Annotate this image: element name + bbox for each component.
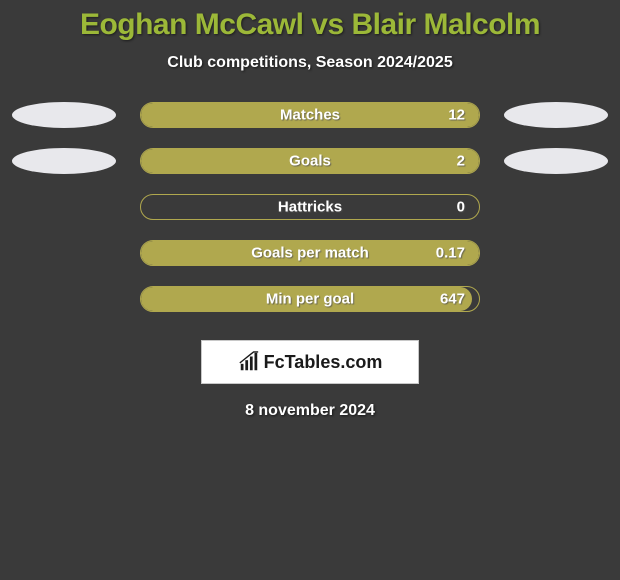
subtitle: Club competitions, Season 2024/2025 — [0, 54, 620, 72]
stat-bar: Min per goal647 — [140, 286, 480, 312]
stat-row: Matches12 — [0, 102, 620, 128]
logo-box[interactable]: FcTables.com — [201, 340, 419, 384]
infographic-container: Eoghan McCawl vs Blair Malcolm Club comp… — [0, 0, 620, 420]
chart-icon — [238, 351, 260, 373]
stat-bar: Goals2 — [140, 148, 480, 174]
right-ellipse — [504, 148, 608, 174]
stat-label: Goals — [141, 153, 479, 170]
stats-rows: Matches12 Goals2 Hattricks0 Goals per match… — [0, 102, 620, 312]
left-ellipse — [12, 148, 116, 174]
stat-label: Hattricks — [141, 199, 479, 216]
page-title: Eoghan McCawl vs Blair Malcolm — [0, 8, 620, 42]
right-ellipse — [504, 102, 608, 128]
date-text: 8 november 2024 — [0, 402, 620, 420]
stat-row: Hattricks0 — [0, 194, 620, 220]
stat-value: 2 — [457, 153, 465, 170]
logo-text: FcTables.com — [264, 352, 383, 373]
stat-value: 0 — [457, 199, 465, 216]
stat-row: Goals2 — [0, 148, 620, 174]
stat-bar: Hattricks0 — [140, 194, 480, 220]
left-ellipse — [12, 102, 116, 128]
stat-label: Matches — [141, 107, 479, 124]
stat-label: Goals per match — [141, 245, 479, 262]
stat-value: 12 — [448, 107, 465, 124]
stat-value: 647 — [440, 291, 465, 308]
stat-label: Min per goal — [141, 291, 479, 308]
stat-value: 0.17 — [436, 245, 465, 262]
stat-row: Min per goal647 — [0, 286, 620, 312]
stat-bar: Goals per match0.17 — [140, 240, 480, 266]
stat-bar: Matches12 — [140, 102, 480, 128]
stat-row: Goals per match0.17 — [0, 240, 620, 266]
